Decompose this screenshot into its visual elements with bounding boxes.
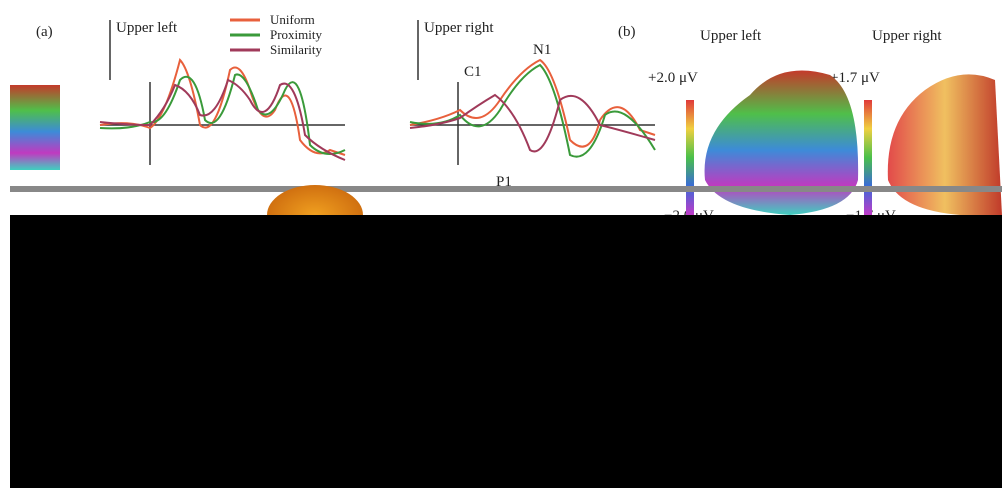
waveform bbox=[100, 60, 345, 155]
subplot-title: Upper left bbox=[116, 20, 178, 36]
map-title: Upper right bbox=[872, 28, 942, 44]
waveform bbox=[100, 74, 345, 154]
legend-label: Proximity bbox=[270, 27, 323, 42]
scalp-map bbox=[888, 74, 1002, 215]
waveforms bbox=[100, 60, 655, 160]
scale-max: +2.0 μV bbox=[648, 70, 698, 86]
waveform bbox=[410, 95, 655, 151]
subplot-title: Upper right bbox=[424, 20, 494, 36]
color-bar bbox=[686, 100, 694, 215]
occluded-area bbox=[10, 215, 1002, 488]
figure: (a) Upper left Upper right UniformProxim… bbox=[0, 0, 1002, 488]
panel-label: (a) bbox=[36, 24, 53, 40]
color-bar bbox=[864, 100, 872, 215]
waveform bbox=[410, 65, 655, 157]
map-title: Upper left bbox=[700, 28, 762, 44]
legend-label: Uniform bbox=[270, 12, 315, 27]
scalp-map bbox=[705, 71, 859, 216]
panel-label: (b) bbox=[618, 24, 636, 40]
page: (a) Upper left Upper right UniformProxim… bbox=[0, 0, 1002, 488]
component-label: C1 bbox=[464, 64, 482, 80]
waveform bbox=[410, 60, 655, 147]
scalp-map-fragment bbox=[10, 85, 60, 170]
component-label: N1 bbox=[533, 42, 551, 58]
separator bbox=[10, 186, 1002, 192]
legend-label: Similarity bbox=[270, 42, 323, 57]
